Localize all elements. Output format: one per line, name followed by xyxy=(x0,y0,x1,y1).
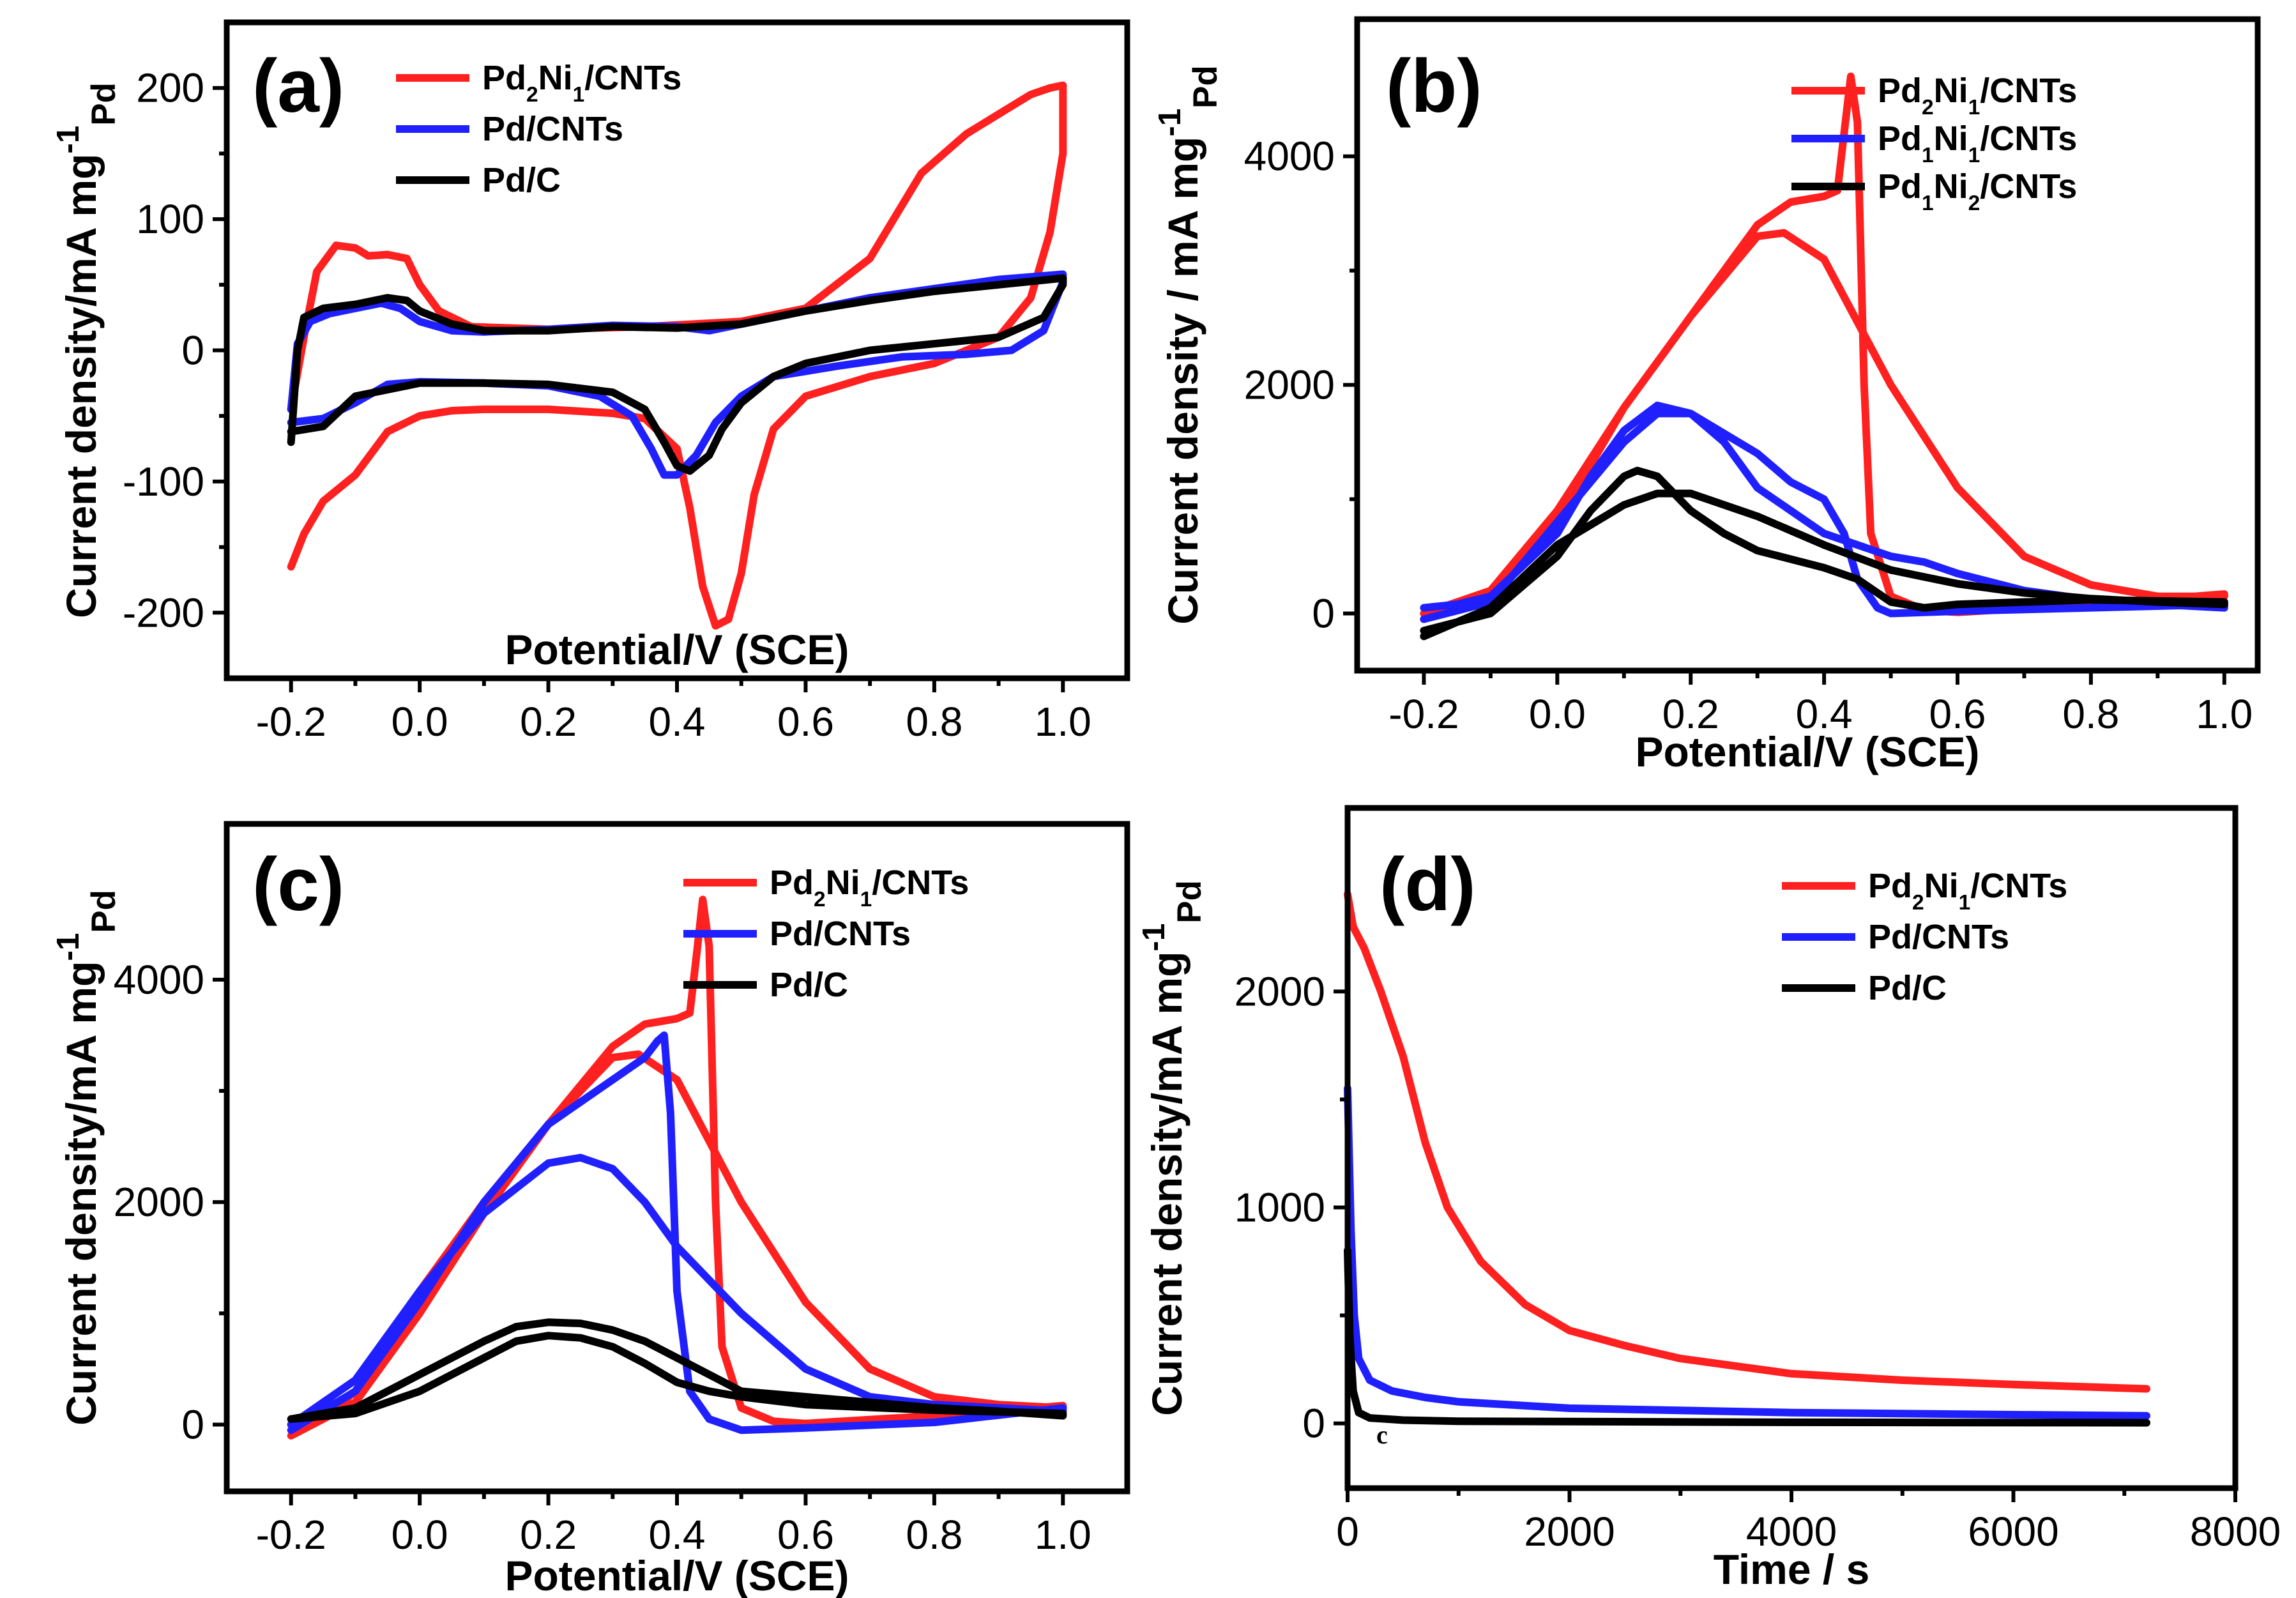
x-axis-title: Potential/V (SCE) xyxy=(505,1552,849,1598)
x-tick-label: 2000 xyxy=(1524,1509,1615,1555)
panel-label: (d) xyxy=(1380,842,1476,927)
y-axis-title: Current density / mA mg-1Pd xyxy=(1152,65,1224,624)
x-tick-label: 0.6 xyxy=(777,699,834,745)
chart-panel-c: -0.2 0.0 0.2 0.4 0.6 0.8 1.0 0 2000 4000 Potential… xyxy=(50,821,1130,1598)
x-tick-label: 0.0 xyxy=(1529,691,1586,737)
series-line-black xyxy=(287,274,1067,475)
y-tick-label: 4000 xyxy=(114,957,204,1003)
y-axis-title: Current density/mA mg-1Pd xyxy=(50,82,123,618)
chart-panel-b: -0.2 0.0 0.2 0.4 0.6 0.8 1.0 0 2000 4000 Potential… xyxy=(1152,16,2261,775)
x-tick-label: 0.6 xyxy=(1929,691,1986,737)
x-tick-label: -0.2 xyxy=(1388,691,1459,737)
chart-panel-d: 0 2000 4000 6000 8000 0 1000 2000 Time / s Curren… xyxy=(1136,805,2281,1593)
x-tick-label: 4000 xyxy=(1746,1509,1837,1555)
legend-label: Pd2Ni1/CNTs xyxy=(770,864,969,911)
curve-annotation: c xyxy=(1376,1420,1388,1449)
x-tick-label: 0.8 xyxy=(2062,691,2119,737)
legend-label: Pd2Ni1/CNTs xyxy=(1878,72,2077,119)
y-tick-label: 0 xyxy=(1302,1401,1325,1447)
x-tick-label: 1.0 xyxy=(1035,699,1091,745)
y-tick-label: -100 xyxy=(123,459,204,505)
series-line-red xyxy=(287,895,1067,1440)
y-tick-label: 0 xyxy=(181,328,204,374)
series-line-black xyxy=(1344,1247,2150,1427)
legend-label: Pd2Ni1/CNTs xyxy=(482,59,681,107)
x-tick-label: 0.6 xyxy=(777,1512,834,1558)
x-tick-label: 1.0 xyxy=(2196,691,2253,737)
x-tick-label: 0.2 xyxy=(1662,691,1719,737)
y-tick-label: 4000 xyxy=(1244,133,1335,179)
panel-label: (c) xyxy=(252,842,344,927)
series-line-black xyxy=(287,1318,1067,1423)
chart-panel-a: -0.2 0.0 0.2 0.4 0.6 0.8 1.0 -200 -100 0 100 200 Pot… xyxy=(50,19,1130,745)
x-tick-label: 6000 xyxy=(1968,1509,2058,1555)
legend-label: Pd/C xyxy=(1868,969,1947,1007)
x-tick-label: 0.0 xyxy=(392,1512,448,1558)
legend-label: Pd2Ni1/CNTs xyxy=(1868,867,2067,915)
series-line-red xyxy=(1344,890,2150,1393)
panel-label: (b) xyxy=(1386,44,1482,128)
series-line-blue xyxy=(1420,401,2228,623)
y-tick-label: 200 xyxy=(136,65,204,111)
series-line-black xyxy=(1420,466,2228,641)
y-tick-label: 0 xyxy=(181,1402,204,1448)
x-tick-label: 8000 xyxy=(2190,1509,2281,1555)
legend-label: Pd/C xyxy=(482,161,561,199)
legend-label: Pd1Ni1/CNTs xyxy=(1878,119,2077,167)
y-axis-title: Current density/mA mg-1Pd xyxy=(1136,880,1208,1416)
y-tick-label: 1000 xyxy=(1235,1184,1325,1230)
x-tick-label: 1.0 xyxy=(1035,1512,1091,1558)
y-tick-label: 100 xyxy=(136,196,204,242)
panel-label: (a) xyxy=(252,44,344,128)
y-tick-label: 0 xyxy=(1312,591,1335,637)
series-line-red xyxy=(287,81,1067,630)
x-tick-label: 0.2 xyxy=(520,699,577,745)
x-tick-label: 0.8 xyxy=(906,699,962,745)
y-tick-label: 2000 xyxy=(114,1179,204,1225)
x-tick-label: 0.2 xyxy=(520,1512,577,1558)
series-line-blue xyxy=(287,1031,1067,1434)
x-axis-title: Potential/V (SCE) xyxy=(505,626,849,673)
x-tick-label: 0.4 xyxy=(649,699,706,745)
x-tick-label: 0.4 xyxy=(1796,691,1853,737)
x-tick-label: 0.4 xyxy=(649,1512,706,1558)
legend-label: Pd/C xyxy=(770,966,848,1004)
y-tick-label: 2000 xyxy=(1244,362,1335,408)
x-tick-label: 0.8 xyxy=(906,1512,962,1558)
y-axis-title: Current density/mA mg-1Pd xyxy=(50,890,123,1426)
plot-frame xyxy=(1354,16,2261,674)
legend-label: Pd/CNTs xyxy=(482,110,623,148)
legend-label: Pd/CNTs xyxy=(770,915,911,953)
legend-label: Pd/CNTs xyxy=(1868,918,2009,956)
y-tick-label: 2000 xyxy=(1235,968,1325,1014)
x-tick-label: 0 xyxy=(1336,1509,1359,1555)
series-line-blue xyxy=(1344,1084,2150,1420)
x-axis-title: Time / s xyxy=(1714,1546,1870,1593)
y-tick-label: -200 xyxy=(123,590,204,635)
x-tick-label: -0.2 xyxy=(256,699,326,745)
x-tick-label: 0.0 xyxy=(392,699,448,745)
legend-label: Pd1Ni2/CNTs xyxy=(1878,167,2077,215)
x-tick-label: -0.2 xyxy=(256,1512,326,1558)
x-axis-title: Potential/V (SCE) xyxy=(1635,728,1979,775)
